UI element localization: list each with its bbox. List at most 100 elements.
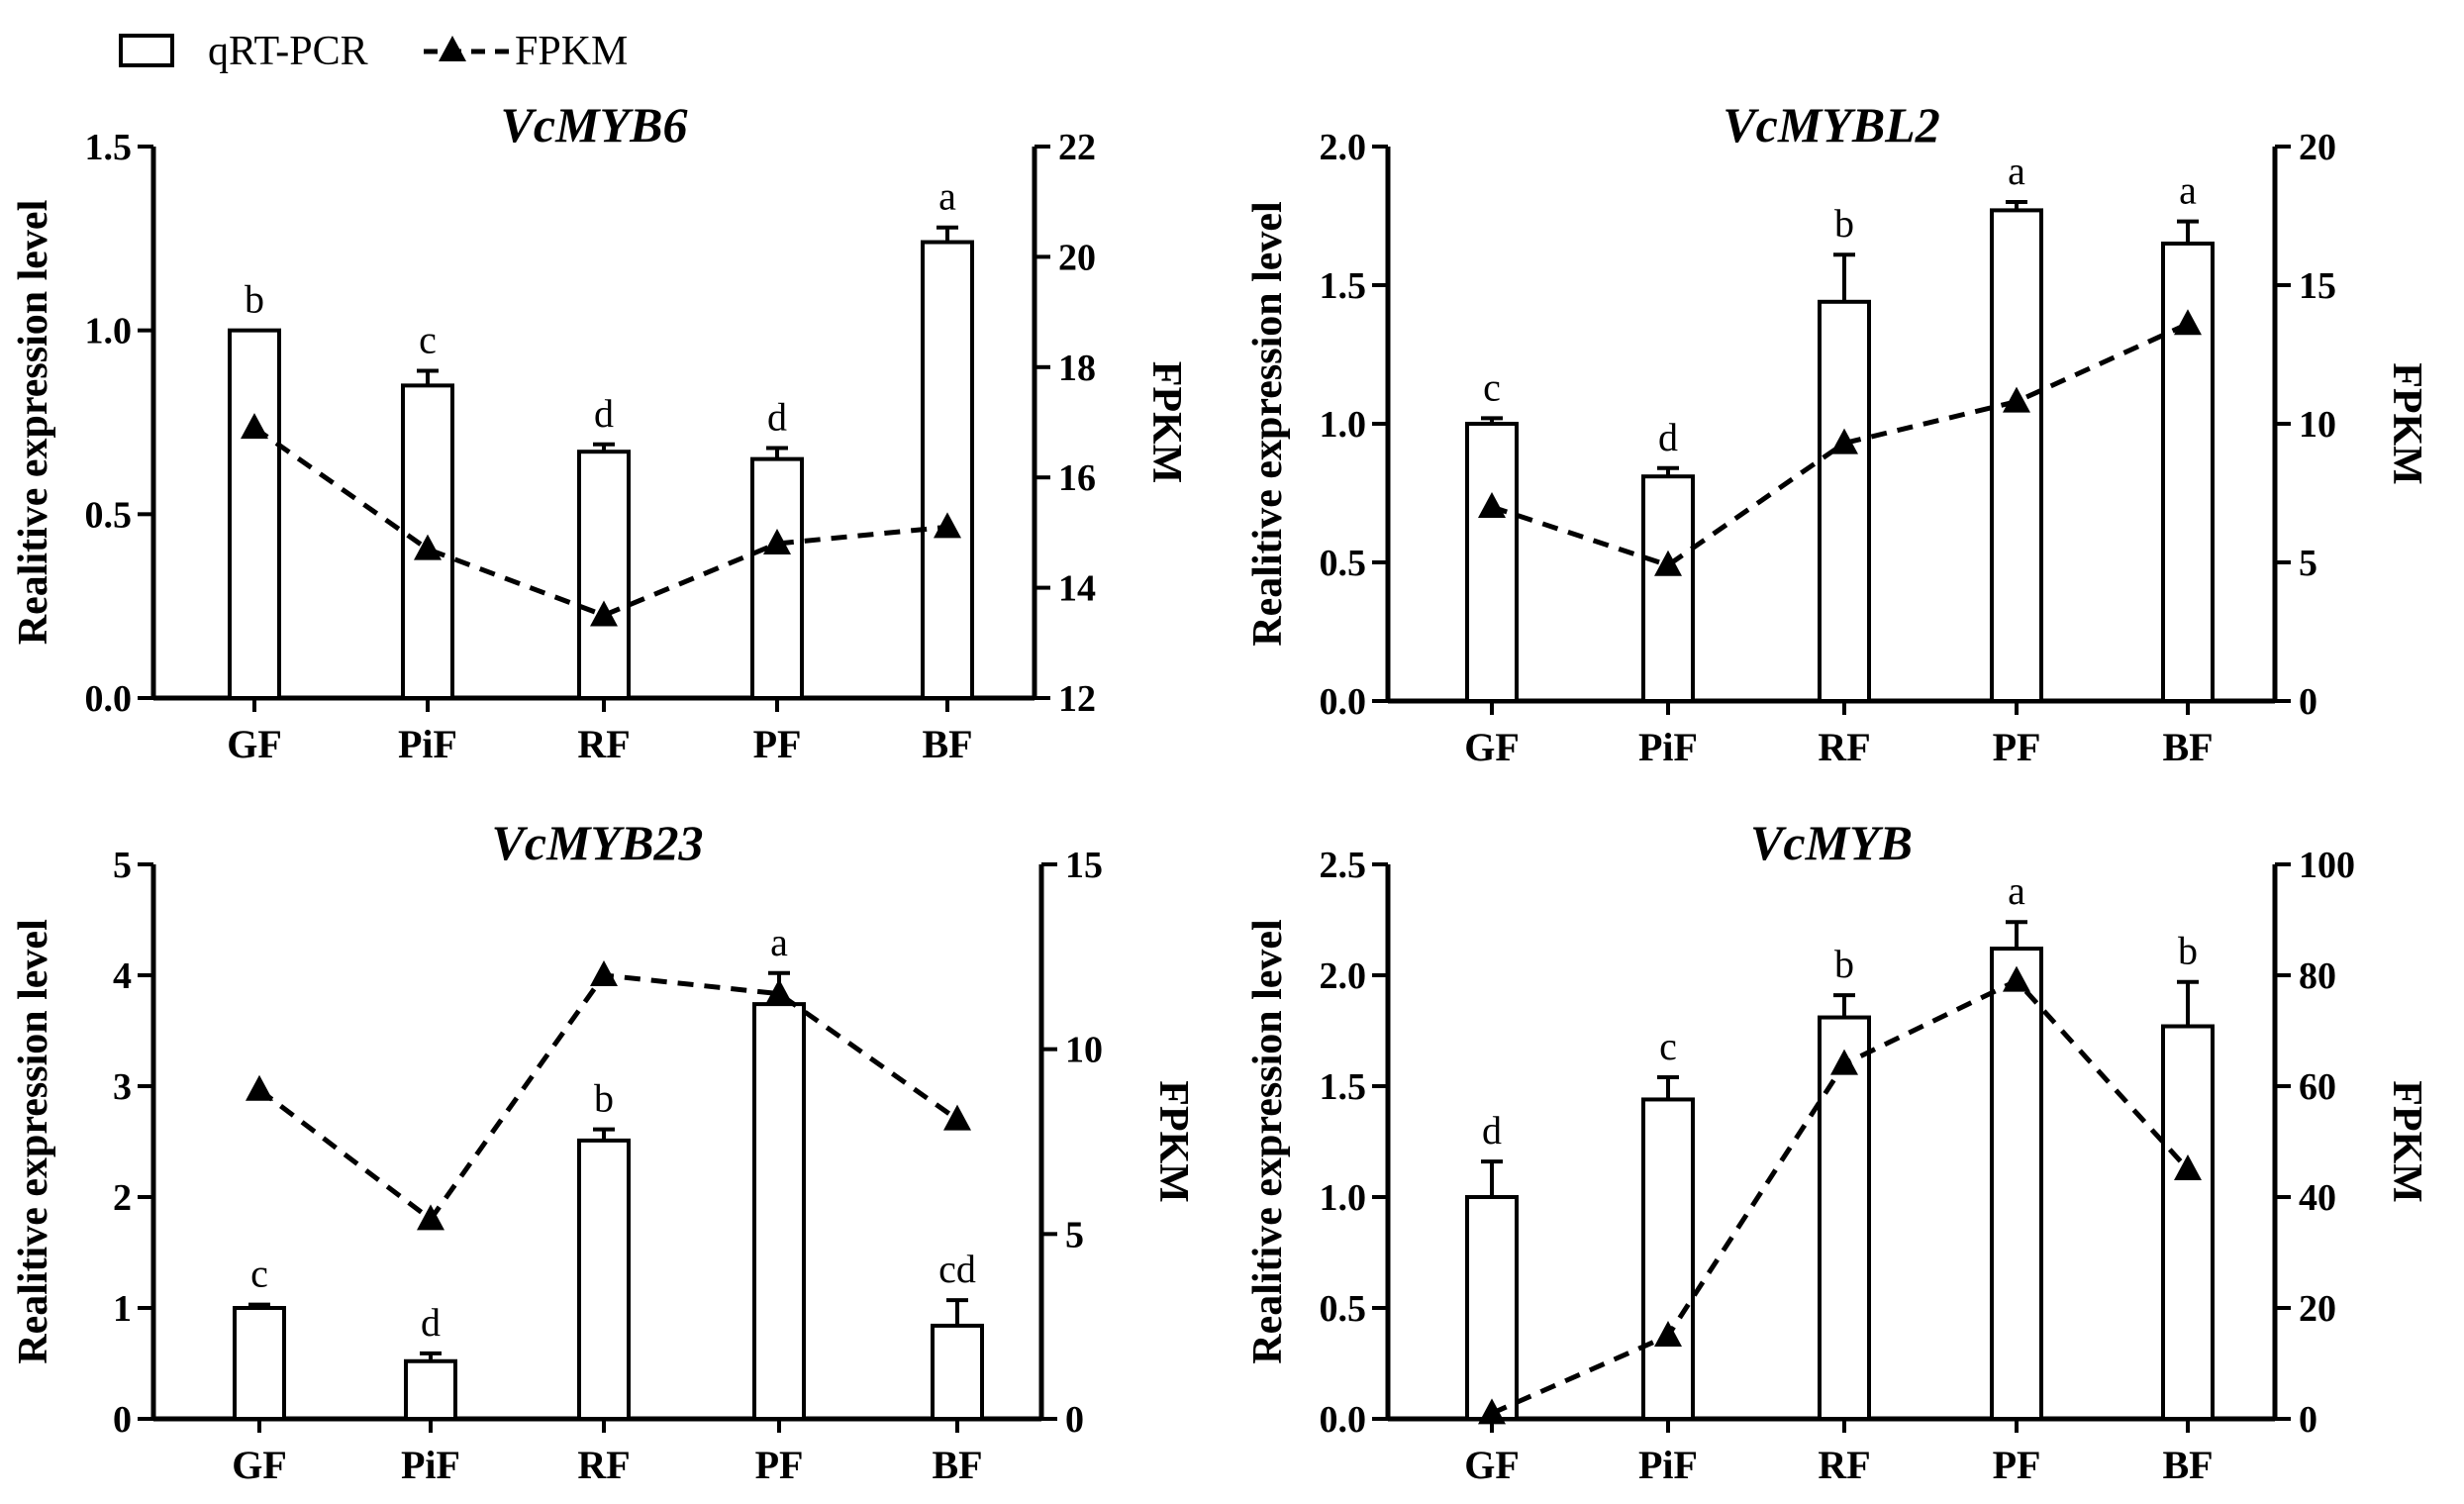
category-label: BF xyxy=(2162,725,2213,769)
significance-letter: d xyxy=(421,1300,441,1345)
right-tick-label: 16 xyxy=(1058,457,1096,499)
left-tick-label: 3 xyxy=(113,1066,132,1108)
right-tick-label: 60 xyxy=(2299,1066,2336,1108)
fpkm-point xyxy=(1478,492,1506,518)
left-tick-label: 2.0 xyxy=(1320,127,1367,168)
fpkm-point xyxy=(2174,309,2202,336)
significance-letter: c xyxy=(1659,1024,1677,1068)
bar-bf xyxy=(2161,1024,2215,1422)
bar-rf xyxy=(1818,1015,1871,1422)
category-label: GF xyxy=(1464,725,1520,769)
left-tick-label: 1.5 xyxy=(85,127,133,168)
left-tick-label: 1.0 xyxy=(1320,404,1367,446)
category-label: PiF xyxy=(1638,1443,1698,1487)
bar-pif xyxy=(404,1358,457,1422)
legend-line-label: FPKM xyxy=(515,29,628,74)
significance-letter: a xyxy=(938,174,956,219)
chart-title: VcMYB6 xyxy=(501,97,688,152)
fpkm-point xyxy=(590,600,618,627)
category-label: PF xyxy=(755,1443,804,1487)
fpkm-point xyxy=(414,534,442,560)
fpkm-point xyxy=(763,529,791,555)
fpkm-point xyxy=(2003,386,2030,413)
significance-letter: c xyxy=(250,1252,268,1296)
significance-letter: c xyxy=(1483,364,1501,409)
left-tick-label: 0.0 xyxy=(1320,681,1367,723)
right-y-axis-label: FPKM xyxy=(1143,361,1189,484)
right-tick-label: 80 xyxy=(2299,955,2336,997)
right-tick-label: 20 xyxy=(2299,127,2336,168)
right-tick-label: 5 xyxy=(2299,543,2317,584)
left-tick-label: 0.5 xyxy=(1320,1288,1367,1330)
significance-letter: b xyxy=(1834,942,1854,986)
fpkm-point xyxy=(943,1104,971,1131)
category-label: PiF xyxy=(1638,725,1698,769)
left-tick-label: 5 xyxy=(113,845,132,886)
bar-pf xyxy=(1990,947,2043,1421)
left-tick-label: 1.5 xyxy=(1320,265,1367,307)
right-tick-label: 14 xyxy=(1058,568,1096,610)
category-label: RF xyxy=(1818,1443,1870,1487)
bar-gf xyxy=(233,1306,286,1421)
category-label: BF xyxy=(932,1443,982,1487)
right-tick-label: 15 xyxy=(2299,265,2336,307)
left-y-axis-label: Realitive expression level xyxy=(1245,919,1291,1363)
left-tick-label: 2 xyxy=(113,1177,132,1219)
category-label: PF xyxy=(753,722,802,766)
right-y-axis-label: FPKM xyxy=(1150,1080,1196,1203)
panel-vcmybl2: VcMYBL2 0.0 0.5 1.0 1.5 2.0 0 5 10 15 20 Realitive … xyxy=(1245,97,2429,769)
significance-letter: a xyxy=(2008,149,2025,193)
right-tick-label: 22 xyxy=(1058,127,1096,168)
left-y-axis-label: Realitive expression level xyxy=(11,200,56,645)
right-tick-label: 10 xyxy=(1065,1030,1103,1071)
fpkm-point xyxy=(934,512,961,539)
legend-triangle-marker xyxy=(439,36,466,61)
fpkm-point xyxy=(1830,1049,1858,1075)
fpkm-point xyxy=(417,1204,444,1231)
bar-gf xyxy=(228,328,281,700)
chart-title: VcMYB xyxy=(1750,815,1913,870)
significance-letter: b xyxy=(2178,929,2198,973)
bar-bf xyxy=(931,1323,984,1422)
significance-letter: d xyxy=(1658,415,1678,459)
left-tick-label: 2.0 xyxy=(1320,955,1367,997)
left-tick-label: 0.0 xyxy=(85,678,133,720)
significance-letter: cd xyxy=(938,1247,976,1291)
bar-pif xyxy=(1641,474,1695,704)
bar-pf xyxy=(750,456,804,700)
right-tick-label: 0 xyxy=(2299,1399,2317,1441)
bar-pif xyxy=(1641,1097,1695,1421)
bar-rf xyxy=(577,1138,631,1421)
category-label: PF xyxy=(1993,1443,2041,1487)
right-tick-label: 20 xyxy=(1058,237,1096,278)
panel-vcmyb6: VcMYB6 0.0 0.5 1.0 1.5 12 14 16 18 20 22 Realitive … xyxy=(11,97,1189,766)
chart-title: VcMYBL2 xyxy=(1723,97,1939,152)
fpkm-point xyxy=(590,960,618,986)
legend-bar-label: qRT-PCR xyxy=(208,29,368,74)
panel-vcmyb: VcMYB 0.0 0.5 1.0 1.5 2.0 2.5 0 20 40 60 80 100 Reali… xyxy=(1245,815,2429,1487)
bar-rf xyxy=(577,450,631,700)
left-y-axis-label: Realitive expression level xyxy=(11,919,56,1363)
right-tick-label: 40 xyxy=(2299,1177,2336,1219)
bar-gf xyxy=(1465,1195,1519,1421)
bar-rf xyxy=(1818,299,1871,703)
right-tick-label: 20 xyxy=(2299,1288,2336,1330)
left-tick-label: 0.5 xyxy=(1320,543,1367,584)
significance-letter: d xyxy=(1482,1108,1502,1153)
category-label: BF xyxy=(922,722,972,766)
significance-letter: c xyxy=(419,318,437,362)
fpkm-point xyxy=(241,413,268,440)
significance-letter: b xyxy=(594,1076,614,1121)
right-y-axis-label: FPKM xyxy=(2384,362,2429,485)
significance-letter: b xyxy=(245,277,264,322)
category-label: RF xyxy=(577,1443,630,1487)
left-y-axis-label: Realitive expression level xyxy=(1245,201,1291,646)
right-tick-label: 0 xyxy=(1065,1399,1084,1441)
significance-letter: a xyxy=(2179,168,2197,213)
fpkm-point xyxy=(1478,1398,1506,1425)
significance-letter: b xyxy=(1834,201,1854,246)
category-label: PiF xyxy=(398,722,457,766)
right-tick-label: 5 xyxy=(1065,1214,1084,1255)
fpkm-point xyxy=(2003,965,2030,992)
